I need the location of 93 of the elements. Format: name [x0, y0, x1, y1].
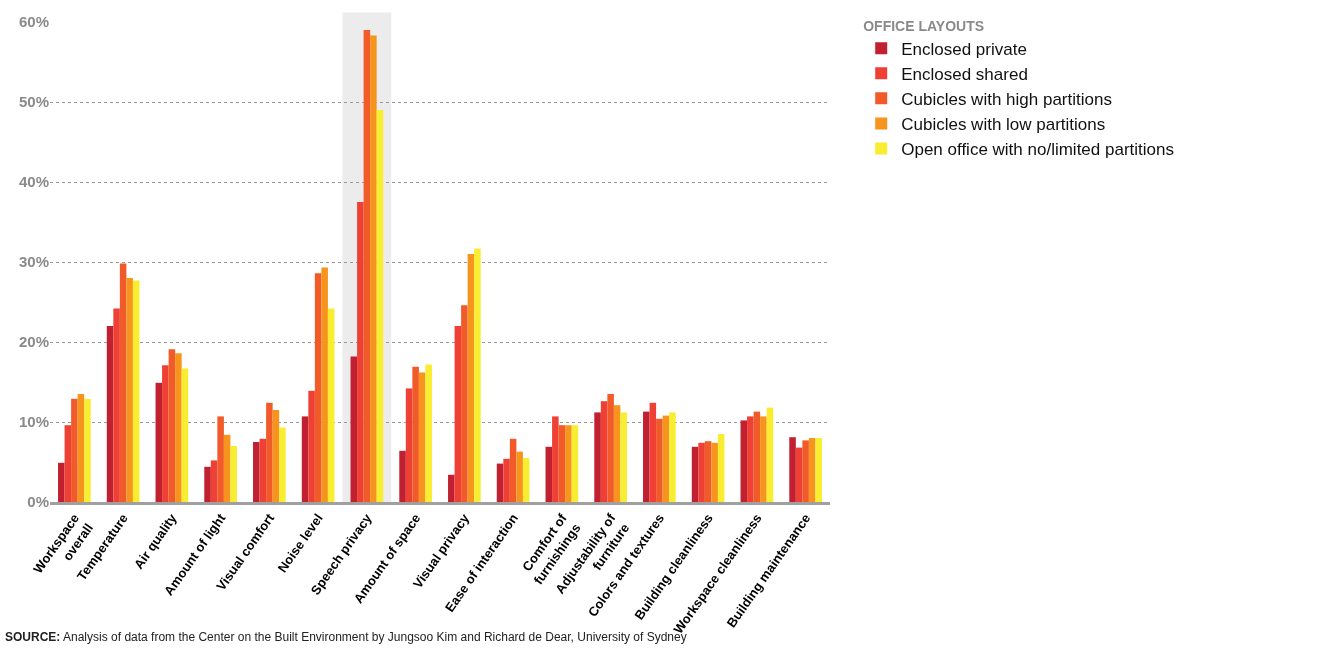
bar	[656, 418, 663, 502]
bar	[467, 254, 475, 502]
bar	[711, 442, 718, 502]
bar	[418, 372, 426, 502]
bar	[113, 308, 120, 502]
bar	[363, 30, 371, 502]
bar	[230, 446, 237, 502]
bar	[753, 411, 761, 502]
bar	[474, 248, 481, 502]
bar	[747, 416, 754, 502]
bar	[600, 401, 608, 502]
bar	[620, 412, 627, 502]
bar	[552, 416, 559, 502]
bar	[503, 458, 510, 502]
y-tick-label: 50%	[18, 93, 49, 111]
bar	[58, 462, 65, 502]
bar	[308, 390, 315, 502]
bar	[571, 425, 579, 502]
bar	[181, 368, 189, 502]
bar	[662, 415, 670, 502]
bar	[607, 394, 614, 502]
bar	[760, 416, 767, 502]
bar	[522, 458, 530, 502]
bar	[558, 425, 566, 502]
bar	[162, 365, 169, 502]
y-tick-label: 10%	[18, 413, 49, 431]
y-tick-label: 40%	[18, 173, 49, 191]
bar	[210, 460, 218, 502]
bar	[594, 412, 601, 502]
bar	[815, 438, 822, 502]
bar	[301, 416, 309, 502]
bar	[565, 425, 572, 502]
bar	[740, 420, 748, 502]
bar	[217, 416, 224, 502]
bar	[669, 412, 676, 502]
bar	[314, 273, 322, 502]
y-tick-label: 0%	[27, 493, 49, 511]
bar	[613, 405, 621, 502]
bar	[766, 407, 774, 502]
bar	[454, 326, 462, 502]
bar	[272, 410, 280, 502]
bar	[698, 442, 705, 502]
bar	[545, 446, 553, 502]
bar	[461, 305, 468, 502]
bar	[119, 263, 127, 502]
bar	[509, 438, 517, 502]
legend-label: Cubicles with high partitions	[901, 89, 1112, 109]
y-tick-label: 30%	[18, 253, 49, 271]
bar	[84, 398, 91, 502]
bar	[204, 466, 211, 502]
legend-title: OFFICE LAYOUTS	[863, 17, 985, 34]
legend-label: Enclosed private	[901, 39, 1027, 59]
bar	[399, 450, 406, 502]
bar	[327, 308, 335, 502]
bar	[155, 382, 163, 502]
bar	[64, 425, 72, 502]
y-tick-label: 20%	[18, 333, 49, 351]
bar	[516, 451, 523, 502]
y-tick-label: 60%	[18, 13, 49, 31]
bar	[691, 446, 699, 502]
bar	[789, 437, 796, 502]
legend-label: Enclosed shared	[901, 64, 1028, 84]
bar	[253, 442, 260, 502]
bar	[802, 440, 809, 502]
legend-label: Open office with no/limited partitions	[901, 140, 1174, 160]
bar	[126, 278, 133, 502]
bar	[279, 427, 286, 502]
bar	[795, 447, 803, 502]
bar	[168, 349, 176, 502]
bar	[175, 353, 182, 502]
bar	[266, 402, 273, 502]
bar	[425, 364, 432, 502]
bar	[106, 326, 114, 502]
bar	[350, 356, 358, 502]
bar	[643, 411, 650, 502]
bar	[77, 394, 85, 502]
legend-label: Cubicles with low partitions	[901, 115, 1106, 135]
bar	[376, 110, 384, 502]
bar	[259, 438, 267, 502]
bar	[321, 267, 328, 502]
bar	[448, 474, 455, 502]
bar	[405, 388, 413, 502]
bar	[649, 402, 657, 502]
bar	[370, 35, 377, 502]
bar	[412, 366, 419, 502]
bar	[704, 441, 712, 502]
bar	[717, 434, 725, 502]
bar	[132, 280, 140, 502]
bar	[496, 463, 504, 502]
bar	[357, 202, 364, 502]
bar	[71, 398, 78, 502]
bar	[808, 438, 816, 502]
bar	[223, 434, 231, 502]
